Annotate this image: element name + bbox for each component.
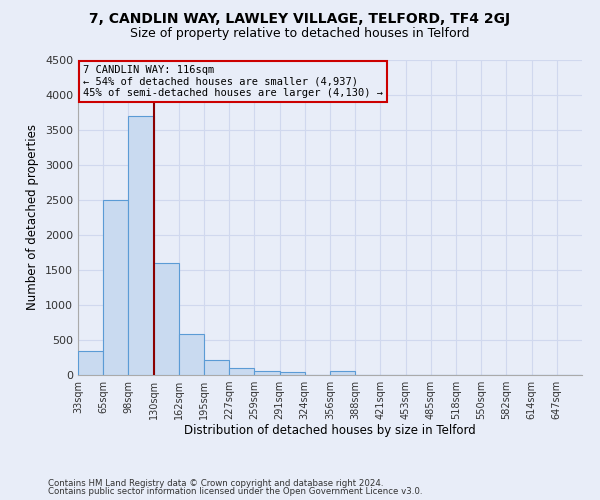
Bar [254,371,280,375]
Bar [103,200,128,375]
Text: 7, CANDLIN WAY, LAWLEY VILLAGE, TELFORD, TF4 2GJ: 7, CANDLIN WAY, LAWLEY VILLAGE, TELFORD,… [89,12,511,26]
Bar [154,263,179,375]
Text: Contains public sector information licensed under the Open Government Licence v3: Contains public sector information licen… [48,487,422,496]
Bar [78,350,103,375]
Bar [229,368,254,375]
Bar [128,116,154,375]
Bar [280,372,305,375]
Bar [179,334,204,375]
Text: Size of property relative to detached houses in Telford: Size of property relative to detached ho… [130,28,470,40]
Text: Contains HM Land Registry data © Crown copyright and database right 2024.: Contains HM Land Registry data © Crown c… [48,478,383,488]
Text: 7 CANDLIN WAY: 116sqm
← 54% of detached houses are smaller (4,937)
45% of semi-d: 7 CANDLIN WAY: 116sqm ← 54% of detached … [83,64,383,98]
X-axis label: Distribution of detached houses by size in Telford: Distribution of detached houses by size … [184,424,476,436]
Y-axis label: Number of detached properties: Number of detached properties [26,124,40,310]
Bar [330,371,355,375]
Bar [204,360,229,375]
